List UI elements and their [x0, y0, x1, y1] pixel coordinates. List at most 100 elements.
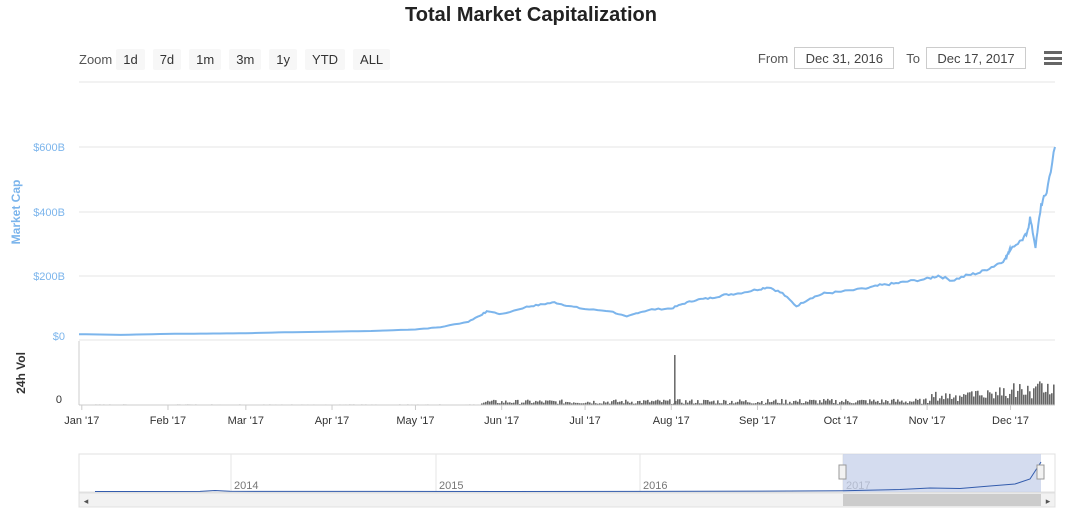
volume-bar — [727, 403, 729, 405]
volume-bar — [507, 402, 509, 405]
volume-bar — [837, 403, 839, 405]
volume-bar — [725, 400, 727, 405]
volume-bar — [585, 402, 587, 405]
volume-bar — [597, 403, 599, 405]
volume-bar — [769, 402, 771, 405]
volume-bar — [563, 403, 565, 405]
zoom-1d-button[interactable]: 1d — [116, 48, 145, 70]
volume-bar — [787, 403, 789, 405]
volume-bar — [1043, 392, 1045, 405]
zoom-1m-button[interactable]: 1m — [189, 48, 222, 70]
volume-bar — [503, 402, 505, 405]
volume-bar — [1037, 383, 1039, 405]
volume-bar — [1003, 388, 1005, 405]
volume-bar — [559, 400, 561, 405]
volume-bar — [879, 403, 881, 405]
volume-bar — [953, 397, 955, 405]
volume-bar — [851, 403, 853, 405]
volume-bar — [623, 403, 625, 405]
volume-bar — [665, 400, 667, 405]
volume-bar — [695, 402, 697, 405]
volume-bar — [739, 399, 741, 405]
volume-bar — [937, 400, 939, 405]
volume-bar — [553, 400, 555, 405]
volume-bar — [689, 400, 691, 405]
volume-bar — [871, 401, 873, 405]
volume-bar — [587, 401, 589, 405]
volume-bar — [567, 402, 569, 405]
date-range-selector: From To — [746, 47, 1062, 69]
zoom-7d-button[interactable]: 7d — [152, 48, 182, 70]
scrollbar-thumb[interactable] — [843, 494, 1041, 506]
volume-spike-bar — [674, 355, 676, 405]
volume-bar — [957, 400, 959, 405]
y-tick-label: $200B — [33, 271, 65, 283]
volume-bar — [577, 402, 579, 405]
volume-bar — [889, 403, 891, 405]
y-axis-title: Market Cap — [9, 180, 23, 245]
volume-bar — [497, 403, 499, 405]
zoom-3m-button[interactable]: 3m — [229, 48, 262, 70]
navigator-selected-range[interactable] — [843, 454, 1041, 492]
volume-bar — [987, 390, 989, 405]
volume-bar — [935, 391, 937, 405]
volume-bar — [1023, 394, 1025, 405]
volume-bar — [921, 403, 923, 405]
from-date-input[interactable] — [794, 47, 895, 69]
volume-bar — [575, 402, 577, 405]
volume-bar — [483, 402, 485, 405]
volume-bar — [795, 400, 797, 405]
volume-bar — [607, 401, 609, 405]
volume-bar — [753, 403, 755, 405]
volume-bar — [617, 402, 619, 405]
volume-bar — [909, 401, 911, 405]
volume-bar — [991, 393, 993, 405]
volume-bar — [789, 401, 791, 405]
volume-bar — [911, 401, 913, 405]
navigator-right-handle[interactable] — [1036, 464, 1045, 480]
volume-tick-label: 0 — [56, 394, 62, 406]
x-tick-label: Nov '17 — [909, 415, 946, 427]
volume-bar — [947, 398, 949, 405]
volume-bar — [919, 398, 921, 405]
volume-bar — [745, 400, 747, 405]
volume-bar — [637, 400, 639, 405]
hamburger-menu-icon[interactable] — [1044, 51, 1062, 65]
volume-bar — [847, 400, 849, 405]
navigator-left-handle[interactable] — [838, 464, 847, 480]
volume-bar — [813, 399, 815, 405]
volume-bar — [595, 403, 597, 405]
scrollbar-track[interactable] — [78, 492, 1056, 508]
volume-bar — [657, 399, 659, 405]
volume-bar — [547, 400, 549, 405]
volume-bar — [671, 403, 673, 405]
volume-bar — [993, 398, 995, 405]
volume-bar — [821, 402, 823, 405]
x-axis-ticks: Jan '17 Feb '17 Mar '17 Apr '17 May '17 Jun '… — [64, 405, 1029, 427]
volume-bar — [701, 403, 703, 405]
volume-bar — [581, 403, 583, 405]
zoom-1y-button[interactable]: 1y — [269, 48, 298, 70]
volume-bar — [515, 399, 517, 405]
to-date-input[interactable] — [926, 47, 1026, 69]
volume-bar — [917, 399, 919, 405]
volume-bar — [775, 399, 777, 405]
market-cap-series-line — [78, 146, 1056, 336]
volume-bar — [709, 401, 711, 405]
volume-bar — [707, 400, 709, 405]
volume-bar — [493, 399, 495, 405]
scroll-right-arrow-icon[interactable]: ▸ — [1046, 497, 1051, 507]
volume-bar — [913, 401, 915, 405]
volume-bar — [687, 402, 689, 405]
scroll-left-arrow-icon[interactable]: ◂ — [84, 497, 89, 507]
volume-bar — [761, 400, 763, 405]
volume-bar — [715, 403, 717, 405]
volume-bar — [755, 403, 757, 405]
volume-bar — [641, 403, 643, 405]
zoom-all-button[interactable]: ALL — [353, 48, 391, 70]
volume-bar — [509, 402, 511, 405]
volume-bar — [1047, 383, 1049, 405]
volume-bar — [631, 401, 633, 405]
volume-bar — [939, 398, 941, 405]
zoom-ytd-button[interactable]: YTD — [305, 48, 346, 70]
